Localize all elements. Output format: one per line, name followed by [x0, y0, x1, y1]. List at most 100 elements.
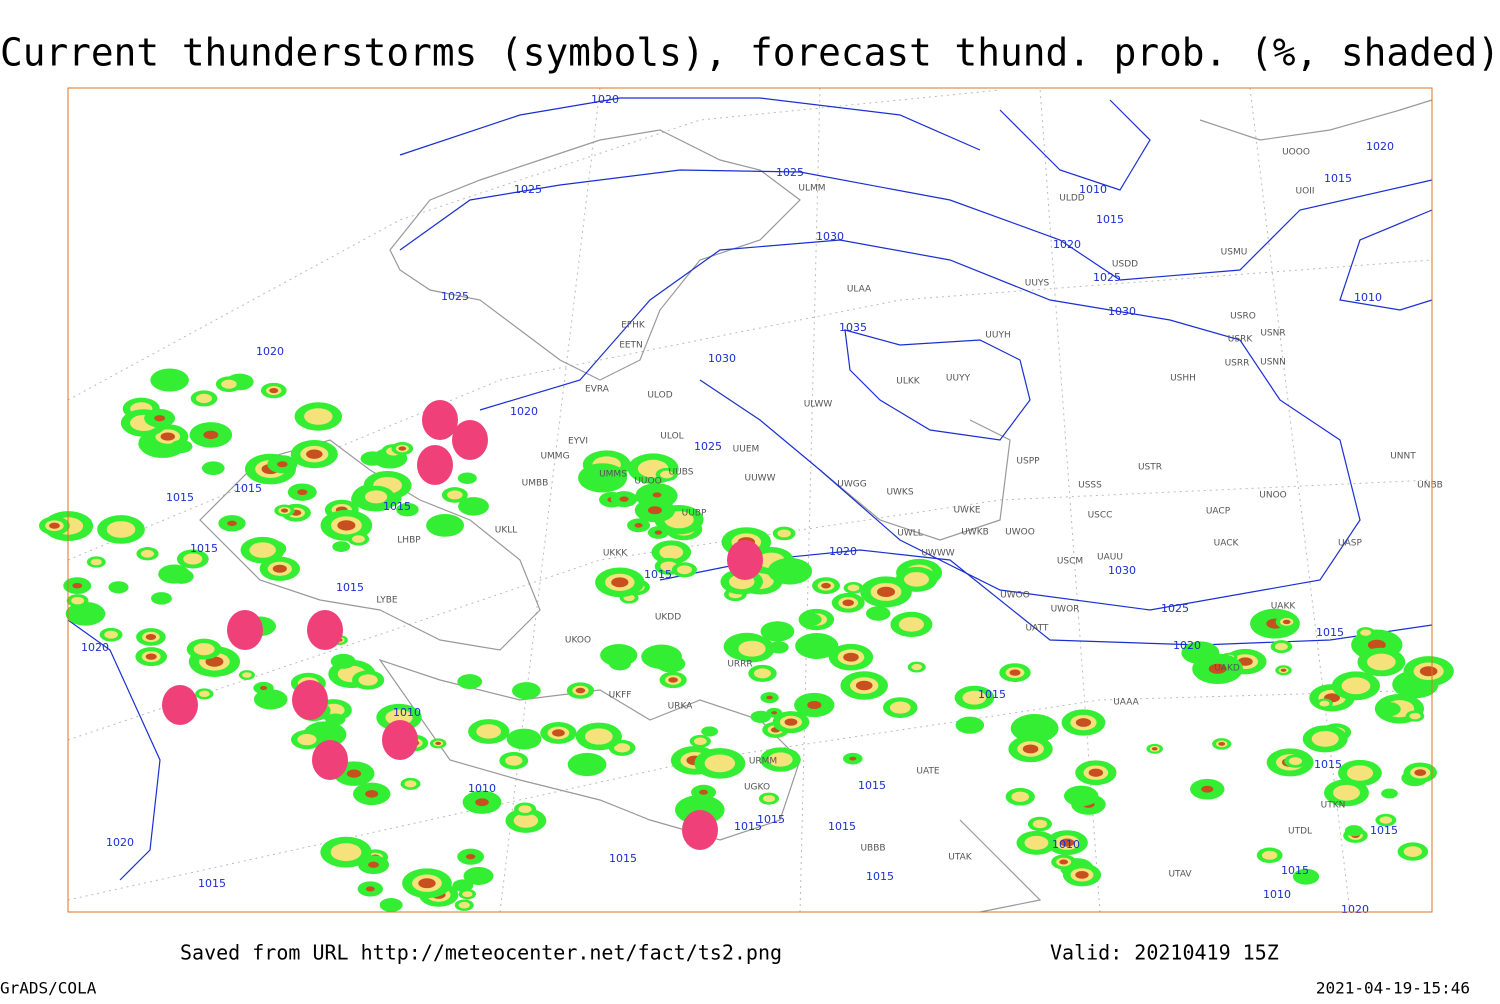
station-label: UMMS: [599, 470, 627, 480]
isobar-label: 1015: [1316, 626, 1344, 639]
thunderstorm-probability-shading: [39, 368, 1454, 912]
isobar-label: 1020: [1173, 639, 1201, 652]
prob-shade: [106, 521, 136, 538]
prob-shade: [1282, 619, 1291, 625]
isobar-label: 1020: [1366, 140, 1394, 153]
prob-shade: [65, 601, 106, 626]
prob-shade: [170, 439, 193, 454]
isobar-label: 1010: [1263, 888, 1291, 901]
prob-shade: [843, 652, 859, 662]
station-label: UUEM: [733, 445, 760, 455]
map-background: [68, 88, 1432, 912]
prob-shade: [475, 798, 489, 807]
prob-shade: [1292, 868, 1320, 885]
station-label: UWGG: [837, 480, 866, 490]
map-area: 1020 1025 1025 1030 1025 1020 1020 1025 1030 1035…: [39, 87, 1454, 916]
prob-shade: [1075, 718, 1092, 727]
isobar-label: 1020: [256, 345, 284, 358]
prob-shade: [49, 522, 60, 529]
prob-shade: [249, 542, 276, 558]
map-labels: 1020 1025 1025 1030 1025 1020 1020 1025 1030 1035…: [81, 93, 1443, 916]
prob-shade: [71, 596, 85, 605]
prob-shade: [396, 502, 419, 517]
isobar-label: 1015: [858, 779, 886, 792]
isobar-label: 1020: [81, 641, 109, 654]
prob-shade: [768, 641, 789, 654]
storm-symbol: [292, 680, 328, 720]
isobar-label: 1010: [468, 782, 496, 795]
prob-shade: [821, 582, 831, 589]
prob-shade: [253, 689, 288, 710]
prob-shade: [676, 565, 692, 575]
prob-shade: [476, 724, 502, 739]
station-label: UMBB: [522, 479, 549, 489]
isobar-label: 1015: [828, 820, 856, 833]
prob-shade: [365, 790, 379, 798]
station-label: USNR: [1260, 329, 1285, 339]
prob-shade: [962, 690, 987, 705]
station-label: UATT: [1026, 624, 1049, 634]
prob-shade: [352, 535, 365, 543]
prob-shade: [458, 497, 489, 516]
station-label: UUOO: [634, 477, 661, 487]
storm-symbol: [422, 400, 458, 440]
prob-shade: [158, 564, 191, 584]
station-label: UUYS: [1025, 279, 1050, 289]
station-label: ULOD: [647, 391, 672, 401]
isobar-label: 1025: [694, 440, 722, 453]
graticule-line: [67, 479, 1433, 741]
prob-shade: [847, 584, 860, 592]
prob-shade: [463, 866, 494, 885]
station-label: UATE: [916, 767, 940, 777]
isobar: [999, 99, 1151, 191]
prob-shade: [1381, 788, 1398, 799]
prob-shade: [600, 643, 638, 667]
station-label: UUWW: [745, 474, 776, 484]
prob-shade: [306, 449, 323, 459]
prob-shade: [458, 901, 470, 909]
isobar-label: 1015: [757, 813, 785, 826]
isobar-label: 1015: [336, 581, 364, 594]
station-label: USDD: [1112, 260, 1138, 270]
isobar-label: 1030: [1108, 564, 1136, 577]
prob-shade: [1010, 714, 1059, 743]
storm-symbol: [682, 810, 718, 850]
prob-shade: [797, 637, 830, 657]
station-label: UTAK: [948, 853, 973, 863]
station-label: UWKB: [961, 528, 989, 538]
prob-shade: [332, 541, 351, 552]
prob-shade: [297, 734, 317, 746]
prob-shade: [654, 530, 663, 535]
isobar-label: 1030: [708, 352, 736, 365]
station-label: UUYH: [985, 331, 1010, 341]
coastline: [1199, 99, 1433, 141]
prob-shade: [404, 780, 417, 788]
station-label: ULKK: [896, 377, 921, 387]
isobar: [479, 239, 1361, 611]
prob-shade: [364, 490, 388, 504]
valid-time: Valid: 20210419 15Z: [1050, 941, 1279, 965]
isobar-label: 1015: [198, 877, 226, 890]
station-label: USRK: [1228, 335, 1254, 345]
prob-shade: [513, 813, 539, 828]
station-label: UAAA: [1113, 698, 1139, 708]
station-label: UNNT: [1390, 452, 1416, 462]
prob-shade: [337, 520, 356, 531]
storm-symbol: [382, 720, 418, 760]
prob-shade: [221, 379, 237, 389]
station-label: UNOO: [1259, 491, 1287, 501]
station-label: UACK: [1214, 539, 1240, 549]
prob-shade: [465, 853, 476, 860]
isobar-label: 1015: [644, 568, 672, 581]
prob-shade: [766, 695, 773, 700]
storm-symbol: [162, 685, 198, 725]
station-label: USHH: [1170, 374, 1196, 384]
prob-shade: [1409, 712, 1421, 720]
station-label: UOII: [1296, 187, 1315, 197]
prob-shade: [1376, 701, 1401, 717]
prob-shade: [1346, 765, 1374, 781]
prob-shade: [1403, 846, 1423, 857]
station-label: LYBE: [376, 596, 397, 606]
station-label: USRR: [1225, 359, 1250, 369]
prob-shade: [842, 599, 854, 607]
